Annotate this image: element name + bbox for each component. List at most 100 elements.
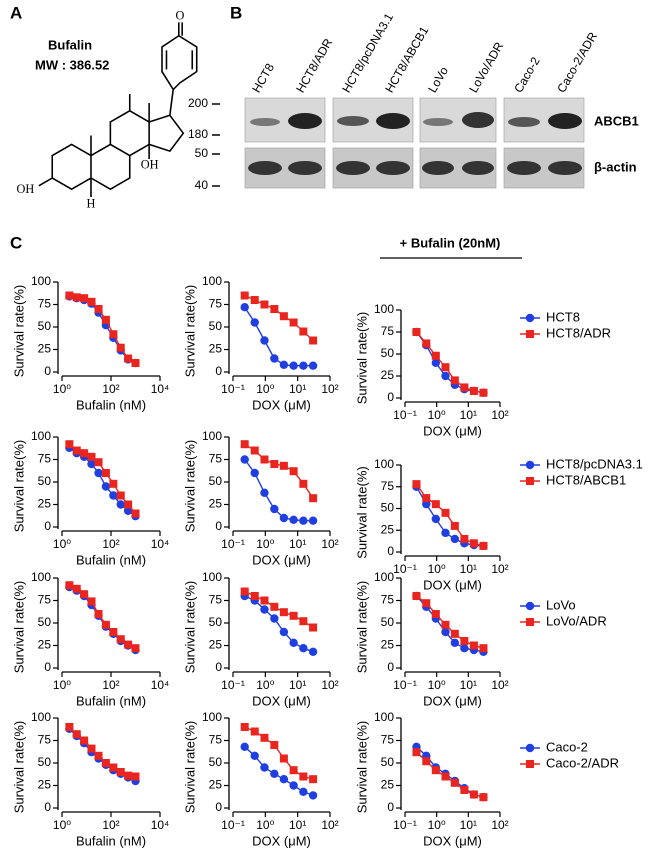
atom-label: O — [175, 9, 184, 23]
band — [548, 161, 582, 175]
x-axis-title: DOX (μM) — [423, 693, 482, 708]
y-tick-label: 75 — [38, 733, 52, 747]
x-tick-label: 10² — [102, 678, 119, 692]
y-axis-title: Survival rate(%) — [11, 721, 26, 813]
marker — [123, 506, 133, 515]
y-tick-label: 75 — [381, 733, 395, 747]
legend-marker — [525, 743, 535, 753]
marker — [431, 766, 440, 775]
marker — [250, 751, 259, 760]
legend-label: LoVo/ADR — [546, 613, 607, 628]
band — [288, 113, 322, 129]
marker — [109, 628, 118, 636]
legend-marker — [525, 313, 535, 323]
marker — [441, 363, 450, 372]
marker — [87, 297, 96, 306]
chemical-structure: O OH OH H — [17, 9, 198, 211]
legend-label: HCT8/ABCB1 — [546, 472, 626, 487]
legend-label: Caco-2/ADR — [546, 755, 619, 770]
x-tick-label: 10⁻¹ — [393, 818, 417, 832]
atom-label: OH — [141, 158, 159, 172]
y-tick-label: 75 — [209, 593, 223, 607]
band — [337, 116, 369, 126]
marker — [450, 534, 460, 544]
y-tick-label: 0 — [387, 390, 394, 404]
marker — [260, 488, 269, 497]
x-tick-label: 10² — [491, 678, 508, 692]
marker — [116, 491, 125, 500]
marker — [240, 455, 249, 464]
chart: 0 25 50 75 100 10⁰ 10² 10⁴ Bufalin (nM) Survival … — [11, 570, 169, 708]
x-tick-label: 10⁴ — [151, 537, 170, 551]
x-tick-label: 10⁰ — [428, 408, 446, 422]
x-tick-label: 10¹ — [460, 408, 477, 422]
marker — [240, 291, 249, 300]
x-tick-label: 10¹ — [289, 537, 306, 551]
marker — [260, 300, 269, 309]
marker — [87, 744, 96, 753]
marker — [460, 383, 469, 392]
legend-label: Caco-2 — [546, 739, 588, 754]
x-tick-label: 10¹ — [289, 818, 306, 832]
x-tick-label: 10¹ — [460, 818, 477, 832]
marker — [270, 305, 279, 313]
x-tick-label: 10² — [491, 818, 508, 832]
marker — [124, 771, 133, 780]
marker — [299, 644, 308, 653]
marker — [279, 461, 288, 470]
marker — [80, 449, 89, 458]
band — [423, 118, 453, 126]
marker — [299, 787, 308, 796]
lane-label: HCT8/ADR — [293, 36, 335, 95]
marker — [116, 500, 125, 509]
marker — [72, 584, 81, 593]
marker — [289, 318, 298, 327]
band — [462, 112, 494, 128]
x-tick-label: 10² — [321, 818, 338, 832]
marker — [412, 480, 421, 489]
marker — [412, 328, 421, 336]
x-axis-title: Bufalin (nM) — [76, 552, 146, 567]
compound-mw: MW : 386.52 — [35, 57, 109, 72]
marker — [279, 775, 289, 784]
axis — [228, 437, 330, 532]
x-tick-label: 10¹ — [460, 678, 477, 692]
marker — [308, 647, 318, 656]
y-axis-title: Survival rate(%) — [11, 581, 26, 673]
marker — [65, 291, 74, 300]
marker — [309, 623, 318, 632]
marker — [240, 440, 249, 449]
y-axis-title: Survival rate(%) — [354, 466, 369, 558]
marker — [65, 581, 74, 590]
legend-label: LoVo — [546, 597, 576, 612]
panel-label: B — [230, 3, 242, 22]
marker — [116, 768, 125, 776]
y-tick-label: 0 — [44, 364, 51, 378]
blot-membranes — [244, 97, 585, 189]
y-tick-label: 25 — [381, 778, 395, 792]
x-axis-title: DOX (μM) — [252, 397, 311, 412]
marker — [279, 608, 288, 617]
charts: 0 25 50 75 100 10⁰ 10² 10⁴ Bufalin (nM) Survival … — [11, 274, 642, 848]
marker — [250, 727, 259, 736]
marker — [270, 460, 279, 468]
y-tick-label: 0 — [215, 364, 222, 378]
marker — [94, 610, 103, 618]
marker — [441, 627, 450, 637]
y-tick-label: 50 — [209, 319, 223, 333]
marker — [109, 763, 118, 772]
legend-marker — [525, 601, 535, 611]
marker — [72, 446, 81, 455]
marker — [479, 644, 488, 653]
row-label: ABCB1 — [594, 113, 639, 128]
marker — [65, 723, 74, 731]
y-tick-label: 100 — [202, 710, 222, 724]
marker — [308, 791, 318, 800]
y-tick-label: 25 — [209, 497, 223, 511]
chart: 0 25 50 75 100 10⁰ 10² 10⁴ Bufalin (nM) Survival … — [11, 274, 169, 412]
marker — [460, 637, 469, 645]
marker — [250, 468, 259, 478]
